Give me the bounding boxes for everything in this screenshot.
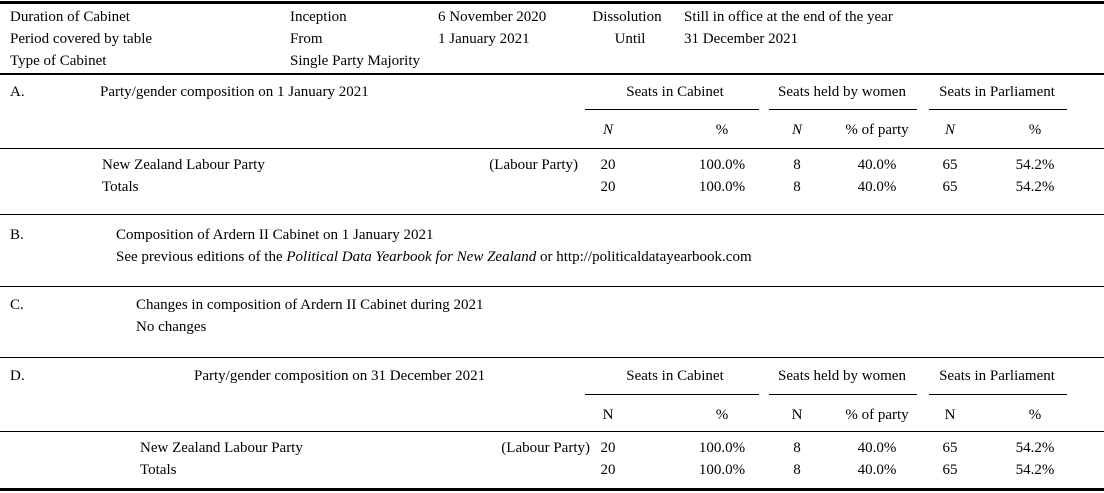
cell-women-pct: 40.0%: [857, 462, 897, 478]
cell-cabinet-n: 20: [600, 440, 616, 456]
cell-women-n: 8: [793, 440, 801, 456]
spanner-rule: [769, 394, 917, 395]
subheader-n: N: [791, 122, 803, 138]
dissolution-value: Still in office at the end of the year: [684, 9, 893, 25]
section-a-end-rule: [0, 214, 1104, 215]
subheader-pct: %: [1028, 122, 1042, 138]
cell-cabinet-n: 20: [600, 179, 616, 195]
col-group-seats-cabinet: Seats in Cabinet: [626, 368, 724, 384]
cell-women-pct: 40.0%: [857, 157, 897, 173]
header-divider-rule: [0, 73, 1104, 75]
cell-cabinet-n: 20: [600, 462, 616, 478]
cell-women-n: 8: [793, 157, 801, 173]
cell-cabinet-pct: 100.0%: [698, 157, 746, 173]
note-or: or: [536, 249, 557, 265]
table-top-rule: [0, 1, 1104, 4]
party-alias: (Labour Party): [489, 157, 578, 173]
party-alias: (Labour Party): [501, 440, 590, 456]
party-name: New Zealand Labour Party: [140, 440, 303, 456]
spanner-rule: [585, 394, 759, 395]
cell-cabinet-pct: 100.0%: [698, 179, 746, 195]
cell-women-pct: 40.0%: [857, 179, 897, 195]
cell-parl-pct: 54.2%: [1015, 179, 1055, 195]
cell-women-n: 8: [793, 462, 801, 478]
section-a-subheader-rule: [0, 148, 1104, 149]
subheader-n: N: [602, 407, 614, 423]
from-date: 1 January 2021: [438, 31, 530, 47]
cell-parl-pct: 54.2%: [1015, 157, 1055, 173]
note-prefix: See previous editions of the: [116, 249, 287, 265]
section-d-letter: D.: [10, 368, 25, 384]
subheader-pct: %: [715, 407, 729, 423]
until-date: 31 December 2021: [684, 31, 799, 47]
col-group-seats-women: Seats held by women: [778, 368, 906, 384]
col-group-seats-parliament: Seats in Parliament: [939, 84, 1055, 100]
subheader-n: N: [791, 407, 803, 423]
period-label: Period covered by table: [10, 31, 153, 47]
cell-parl-pct: 54.2%: [1015, 462, 1055, 478]
section-c-end-rule: [0, 357, 1104, 358]
cell-cabinet-pct: 100.0%: [698, 462, 746, 478]
table-bottom-rule: [0, 488, 1104, 491]
section-b-note: See previous editions of the Political D…: [116, 249, 752, 266]
cell-parl-n: 65: [942, 462, 958, 478]
subheader-n: N: [602, 122, 614, 138]
cell-parl-pct: 54.2%: [1015, 440, 1055, 456]
subheader-pct-party: % of party: [845, 122, 909, 138]
cell-women-n: 8: [793, 179, 801, 195]
section-d-title: Party/gender composition on 31 December …: [194, 368, 486, 384]
subheader-pct: %: [1028, 407, 1042, 423]
inception-label: Inception: [290, 9, 347, 25]
section-b-letter: B.: [10, 227, 24, 243]
spanner-rule: [929, 394, 1067, 395]
section-b-end-rule: [0, 286, 1104, 287]
cell-parl-n: 65: [942, 157, 958, 173]
col-group-seats-cabinet: Seats in Cabinet: [626, 84, 724, 100]
duration-label: Duration of Cabinet: [10, 9, 130, 25]
until-label: Until: [614, 31, 646, 47]
cell-cabinet-pct: 100.0%: [698, 440, 746, 456]
cell-women-pct: 40.0%: [857, 440, 897, 456]
subheader-n: N: [944, 122, 956, 138]
dissolution-label: Dissolution: [592, 9, 662, 25]
section-c-letter: C.: [10, 297, 24, 313]
section-d-subheader-rule: [0, 431, 1104, 432]
inception-date: 6 November 2020: [438, 9, 547, 25]
section-c-note: No changes: [136, 319, 207, 335]
totals-label: Totals: [140, 462, 177, 478]
subheader-n: N: [944, 407, 956, 423]
totals-label: Totals: [102, 179, 139, 195]
party-name: New Zealand Labour Party: [102, 157, 265, 173]
yearbook-title: Political Data Yearbook for New Zealand: [286, 249, 537, 265]
col-group-seats-women: Seats held by women: [778, 84, 906, 100]
spanner-rule: [929, 109, 1067, 110]
section-a-letter: A.: [10, 84, 25, 100]
section-c-title: Changes in composition of Ardern II Cabi…: [136, 297, 484, 313]
subheader-pct-party: % of party: [845, 407, 909, 423]
subheader-pct: %: [715, 122, 729, 138]
cell-parl-n: 65: [942, 179, 958, 195]
section-a-title: Party/gender composition on 1 January 20…: [100, 84, 369, 100]
yearbook-url: http://politicaldatayearbook.com: [556, 249, 752, 265]
col-group-seats-parliament: Seats in Parliament: [939, 368, 1055, 384]
cabinet-type-value: Single Party Majority: [290, 53, 420, 69]
type-label: Type of Cabinet: [10, 53, 107, 69]
spanner-rule: [769, 109, 917, 110]
spanner-rule: [585, 109, 759, 110]
section-b-title: Composition of Ardern II Cabinet on 1 Ja…: [116, 227, 434, 243]
cell-parl-n: 65: [942, 440, 958, 456]
cell-cabinet-n: 20: [600, 157, 616, 173]
from-label: From: [290, 31, 323, 47]
